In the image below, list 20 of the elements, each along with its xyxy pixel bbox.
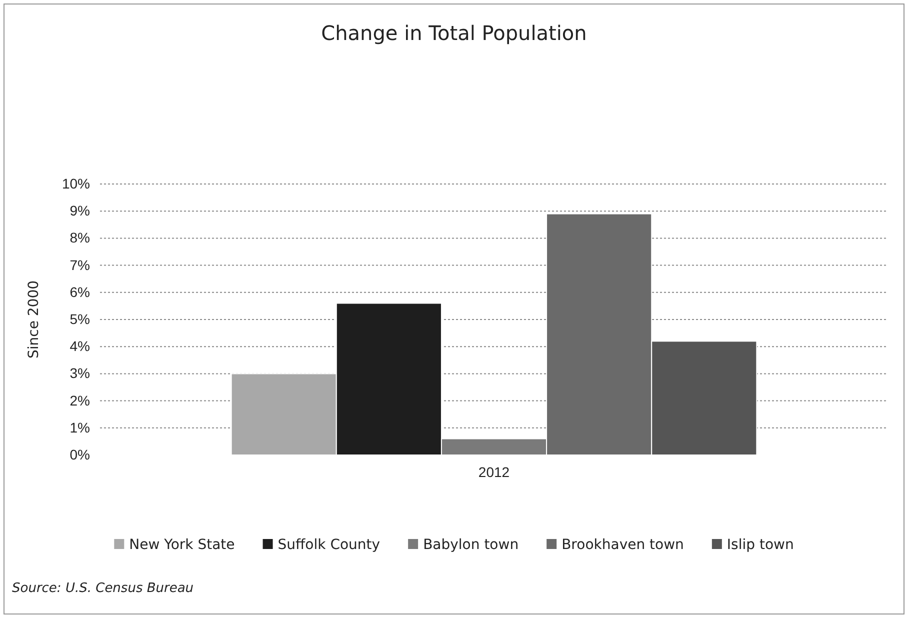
y-axis-title: Since 2000: [26, 280, 42, 359]
y-tick-label: 9%: [70, 202, 90, 219]
legend-label: Islip town: [726, 537, 794, 553]
y-tick-label: 10%: [62, 175, 90, 192]
y-tick-label: 0%: [70, 446, 90, 462]
legend-label: Brookhaven town: [562, 537, 684, 553]
y-tick-label: 3%: [70, 365, 90, 382]
y-tick-label: 5%: [70, 310, 90, 327]
legend-label: Suffolk County: [278, 537, 380, 553]
chart-title: Change in Total Population: [321, 21, 587, 45]
y-tick-label: 8%: [70, 230, 90, 246]
y-tick-label: 6%: [70, 284, 90, 300]
x-tick-label: 2012: [478, 464, 510, 480]
legend-label: Babylon town: [423, 537, 519, 553]
source-note: Source: U.S. Census Bureau: [12, 581, 194, 596]
y-tick-label: 1%: [70, 419, 90, 436]
y-tick-label: 7%: [70, 256, 90, 273]
y-tick-label: 4%: [70, 338, 90, 354]
legend-label: New York State: [129, 537, 235, 553]
y-tick-label: 2%: [70, 392, 90, 408]
